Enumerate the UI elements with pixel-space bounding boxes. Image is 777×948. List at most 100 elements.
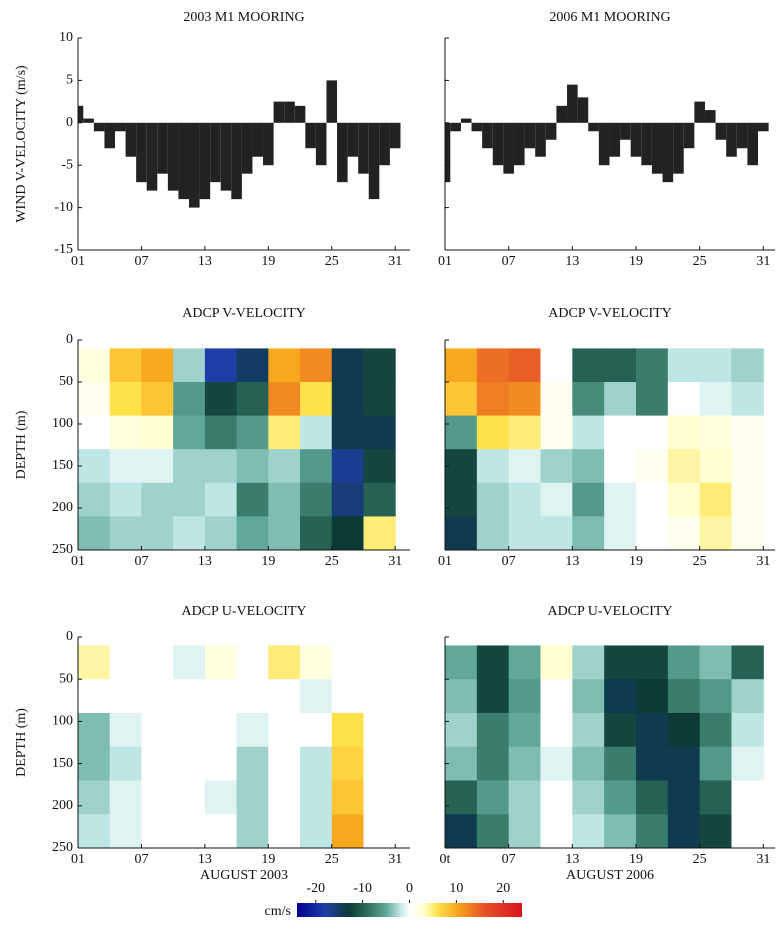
bar: [598, 122, 610, 166]
x-tick-label: 07: [134, 852, 148, 867]
cell: [635, 780, 669, 815]
cell: [476, 415, 510, 450]
cell: [141, 780, 174, 815]
cell: [331, 449, 364, 484]
y-tick-label: 100: [52, 416, 73, 431]
cell: [635, 516, 669, 551]
cell: [300, 679, 333, 714]
cell: [268, 746, 301, 781]
cell: [331, 348, 364, 383]
cell: [476, 482, 510, 517]
cell: [331, 679, 364, 714]
cell: [476, 645, 510, 680]
cell: [236, 780, 269, 815]
bar: [115, 122, 126, 132]
x-tick-label: 07: [502, 254, 516, 269]
cell: [268, 415, 301, 450]
cell: [445, 348, 478, 383]
cell: [363, 382, 396, 417]
cell: [268, 679, 301, 714]
cell: [204, 415, 238, 450]
cell: [268, 780, 301, 815]
cell: [331, 482, 364, 517]
cell: [572, 415, 605, 450]
cell: [363, 679, 396, 714]
y-tick-label: 200: [52, 500, 73, 515]
cell: [331, 712, 364, 748]
x-tick-label: 07: [502, 554, 516, 569]
cell: [604, 348, 637, 383]
cell: [109, 348, 142, 383]
colorbar-label: cm/s: [265, 904, 291, 919]
bar: [445, 122, 451, 183]
cell: [173, 482, 206, 517]
bar: [178, 122, 190, 200]
cell: [109, 516, 142, 551]
cell: [141, 516, 174, 551]
cell: [508, 415, 541, 450]
y-tick-label: 10: [59, 30, 73, 45]
cell: [572, 645, 605, 680]
cell: [508, 382, 541, 417]
cell: [476, 712, 510, 748]
x-tick-label: 31: [756, 254, 770, 269]
y-tick-label: 0: [66, 629, 73, 644]
cell: [109, 780, 142, 815]
cell: [635, 679, 669, 714]
cell: [667, 415, 701, 450]
cell: [445, 449, 478, 484]
cell: [300, 415, 333, 450]
cell: [445, 780, 478, 815]
y-axis-label: DEPTH (m): [14, 708, 29, 777]
bar: [252, 122, 264, 157]
cell: [109, 712, 142, 748]
bar: [673, 122, 684, 174]
cell: [331, 516, 364, 551]
cell: [300, 482, 333, 517]
cell: [445, 746, 478, 781]
cell: [572, 482, 605, 517]
y-tick-label: 150: [52, 756, 73, 771]
x-tick-label: 07: [502, 852, 516, 867]
cell: [204, 382, 238, 417]
cell: [476, 780, 510, 815]
cell: [635, 746, 669, 781]
cell: [508, 348, 541, 383]
x-tick-label: 13: [565, 254, 579, 269]
cell: [78, 449, 111, 484]
cell: [78, 415, 111, 450]
cell: [141, 645, 174, 680]
cell: [78, 780, 111, 815]
cell: [331, 780, 364, 815]
cell: [141, 482, 174, 517]
cell: [508, 746, 541, 781]
cell: [78, 746, 111, 781]
cell: [141, 382, 174, 417]
cell: [331, 415, 364, 450]
bar: [513, 122, 525, 166]
cell: [731, 746, 764, 781]
x-tick-label: 07: [134, 254, 148, 269]
panel-title: ADCP V-VELOCITY: [548, 306, 672, 321]
bar: [736, 122, 748, 149]
cell: [268, 645, 301, 680]
bar: [284, 101, 295, 123]
cell: [331, 814, 364, 849]
cell: [236, 516, 269, 551]
colorbar: [297, 903, 522, 917]
cell: [204, 746, 238, 781]
cell: [731, 482, 764, 517]
x-tick-label: 13: [565, 852, 579, 867]
cell: [78, 348, 111, 383]
bar: [535, 122, 546, 157]
cell: [363, 712, 396, 748]
cell: [173, 645, 206, 680]
cell: [604, 482, 637, 517]
bar: [78, 105, 84, 123]
cell: [476, 516, 510, 551]
x-tick-label: 01: [438, 554, 452, 569]
x-tick-label: 01: [71, 852, 85, 867]
cell: [540, 516, 573, 551]
bar: [241, 122, 253, 174]
